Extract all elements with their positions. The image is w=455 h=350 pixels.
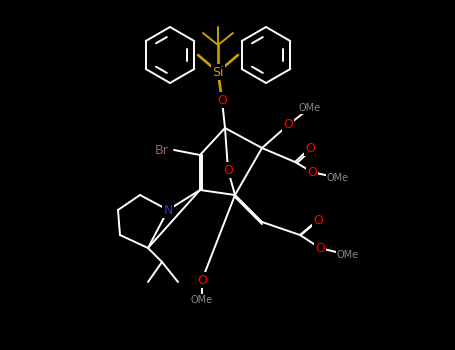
Text: O: O xyxy=(217,93,227,106)
Text: O: O xyxy=(197,273,207,287)
Text: OMe: OMe xyxy=(337,250,359,260)
Text: Si: Si xyxy=(212,65,224,78)
Text: O: O xyxy=(315,241,325,254)
Text: OMe: OMe xyxy=(191,295,213,305)
Text: O: O xyxy=(313,214,323,226)
Text: Br: Br xyxy=(155,144,169,156)
Text: OMe: OMe xyxy=(299,103,321,113)
Text: O: O xyxy=(223,163,233,176)
Text: O: O xyxy=(307,166,317,178)
Text: N: N xyxy=(163,203,173,217)
Text: OMe: OMe xyxy=(327,173,349,183)
Text: O: O xyxy=(283,119,293,132)
Text: O: O xyxy=(305,141,315,154)
